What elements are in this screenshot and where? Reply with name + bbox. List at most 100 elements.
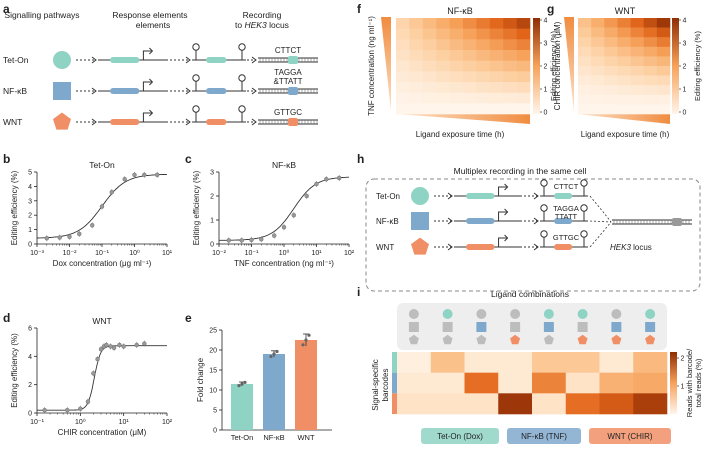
y-tick-label: 5 (28, 170, 32, 177)
hairpin-icon-loop (580, 230, 588, 238)
colorbar-tick-label: 2 (681, 356, 685, 363)
heatmap-cell (436, 18, 450, 29)
x-tick-label: 10⁰ (279, 249, 290, 257)
promoter-icon (498, 237, 507, 247)
heatmap-cell (449, 103, 464, 115)
heatmap-cell (396, 92, 410, 104)
data-point (142, 172, 147, 178)
heatmap-i (392, 352, 668, 415)
panel-f: f NF-κB TNF concentration (ng ml⁻¹) Liga… (357, 2, 558, 139)
panel-h: h Multiplex recording in the same cell T… (357, 152, 701, 292)
heatmap-cell (656, 85, 671, 96)
colorbar-i-ticks: 21 (677, 356, 685, 391)
heatmap-cell (397, 372, 432, 394)
response-construct-response-element (466, 244, 495, 250)
arrow-head (533, 192, 539, 200)
response-construct-response-element (110, 57, 140, 63)
data-point (142, 341, 147, 346)
colorbar-i (670, 352, 677, 414)
heatmap-cell (656, 18, 671, 28)
hek3-locus-barcode (288, 118, 298, 126)
heatmap-cell (604, 46, 618, 57)
data-point (95, 356, 100, 362)
heatmap-cell (656, 46, 671, 57)
hairpin-icon-loop (540, 204, 548, 212)
heatmap-cell (396, 103, 410, 115)
x-tick-label: 10⁰ (129, 249, 140, 257)
heatmap-cell (498, 352, 533, 373)
colorbar-g-label: Editing efficiency (%) (693, 31, 702, 101)
x-tick-label: 10⁻¹ (245, 250, 259, 257)
header-response-line2: elements (136, 20, 171, 30)
hairpin-icon-loop (580, 179, 588, 187)
colorbar-f (533, 18, 540, 114)
heatmap-cell (463, 71, 477, 83)
heatmap-cell (630, 37, 645, 48)
heatmap-cell (422, 18, 437, 29)
hairpin-icon-loop (580, 204, 588, 212)
heatmap-cell (656, 75, 671, 86)
ligand-pentagon-icon (510, 334, 521, 345)
heatmap-cell (591, 18, 605, 28)
heatmap-cell (578, 66, 592, 76)
panel-i-letter: i (357, 285, 360, 299)
panel-g-title: WNT (615, 6, 636, 16)
x-tick-label: Tet-On (231, 433, 254, 442)
header-recording: Recording (243, 10, 282, 20)
heatmap-cell (489, 92, 504, 104)
heatmap-cell (633, 352, 668, 373)
heatmap-cell (578, 27, 592, 38)
pathway-label: NF-κB (3, 86, 27, 96)
legend-label: NF-κB (TNF) (521, 432, 567, 441)
heatmap-cell (516, 71, 531, 83)
heatmap-cell (397, 393, 432, 415)
ligand-circle-icon (442, 309, 453, 319)
heatmap-cell (599, 352, 634, 373)
data-point (99, 204, 105, 209)
heatmap-cell (532, 352, 567, 373)
heatmap-cell (498, 372, 533, 394)
x-tick-label: NF-κB (263, 433, 284, 442)
heatmap-cell (578, 56, 592, 67)
x-tick-label: 10⁻¹ (30, 419, 44, 426)
row-color-marker (392, 372, 397, 394)
fit-curve (219, 176, 349, 241)
y-tick-label: 0 (28, 411, 32, 418)
hairpin-icon-loop (238, 74, 246, 82)
heatmap-cell (578, 37, 592, 48)
hek3-locus-barcode (288, 56, 298, 64)
promoter-arrow-icon (504, 183, 509, 191)
heatmap-cell (630, 94, 645, 105)
heatmap-f (396, 18, 531, 115)
response-construct-response-element (110, 88, 140, 94)
y-tick-label: 6 (28, 326, 32, 333)
ligand-combination-box (397, 303, 667, 350)
heatmap-cell (476, 18, 491, 29)
barcode-sequence-label: GTTGC (553, 233, 580, 242)
heatmap-cell (489, 103, 504, 115)
barcode-construct-barcode-element (206, 57, 227, 63)
promoter-arrow-icon (149, 47, 154, 55)
heatmap-cell (617, 66, 631, 76)
heatmap-cell (656, 66, 671, 76)
heatmap-cell (436, 28, 450, 40)
heatmap-cell (591, 56, 605, 67)
hek3-locus-barcode (288, 87, 298, 95)
legend-label: WNT (CHIR) (607, 432, 653, 441)
heatmap-cell (591, 85, 605, 96)
converging-arrow (589, 220, 612, 223)
heatmap-cell (503, 82, 517, 93)
panel-f-xlabel: Ligand exposure time (h) (416, 130, 505, 139)
heatmap-cell (617, 75, 631, 86)
ligand-square-icon (577, 322, 588, 332)
arrow-head (447, 192, 453, 200)
panel-g-letter: g (547, 2, 554, 16)
heatmap-cell (436, 60, 450, 72)
replicate-point (269, 354, 273, 359)
colorbar-tick-label: 1 (544, 87, 548, 94)
arrow-head (251, 118, 257, 126)
heatmap-cell (396, 28, 410, 40)
heatmap-cell (643, 56, 658, 67)
colorbar-g (672, 18, 679, 114)
y-axis-label: Fold change (196, 357, 205, 402)
